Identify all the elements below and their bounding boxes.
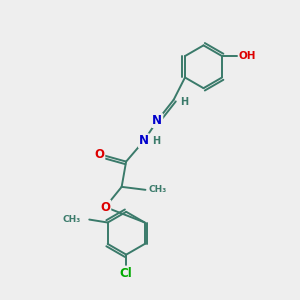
Text: CH₃: CH₃ [149, 185, 167, 194]
Text: Cl: Cl [120, 266, 133, 280]
Text: H: H [152, 136, 160, 146]
Text: O: O [94, 148, 104, 161]
Text: N: N [152, 114, 162, 127]
Text: O: O [100, 201, 110, 214]
Text: CH₃: CH₃ [62, 215, 80, 224]
Text: H: H [180, 97, 188, 107]
Text: OH: OH [238, 51, 256, 61]
Text: N: N [139, 134, 149, 147]
